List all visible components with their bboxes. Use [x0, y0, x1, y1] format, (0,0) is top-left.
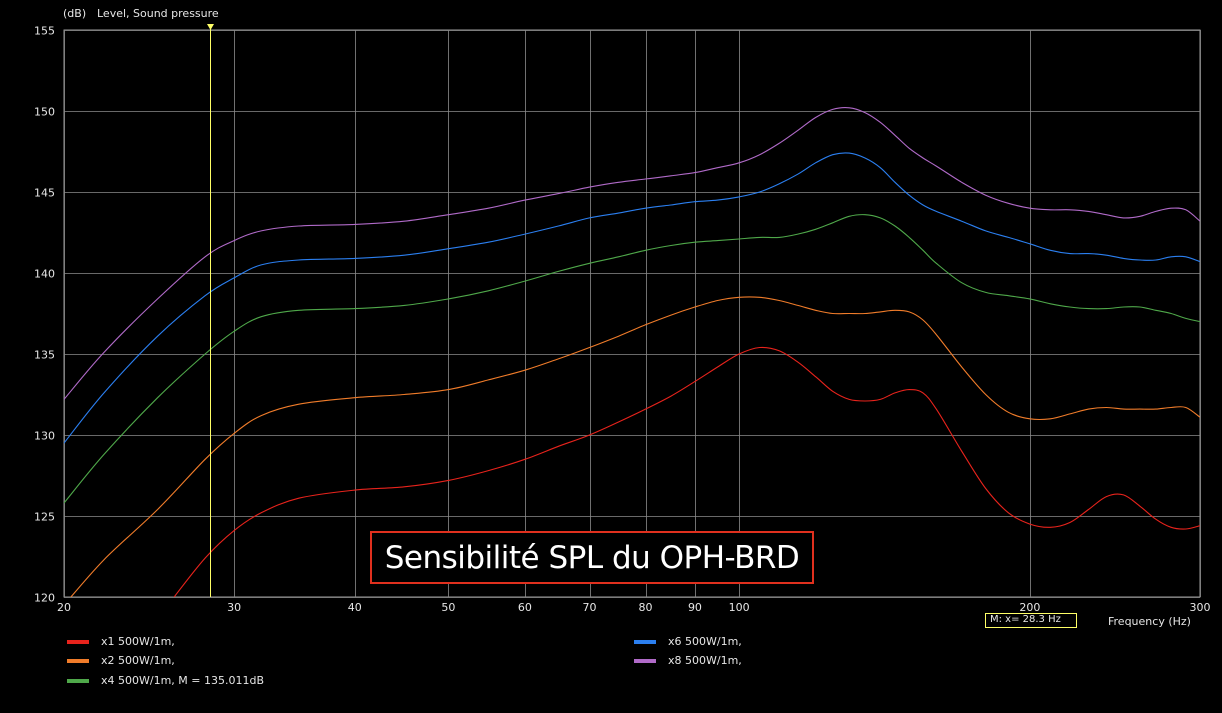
y-tick-label: 135	[34, 349, 55, 362]
y-tick-label: 125	[34, 511, 55, 524]
cursor-layer[interactable]	[207, 24, 214, 597]
plot-frame	[63, 29, 1201, 598]
cursor-readout[interactable]: M: x= 28.3 Hz	[985, 613, 1077, 628]
x-tick-label: 40	[348, 601, 362, 614]
y-tick-label: 145	[34, 187, 55, 200]
series-line-0	[173, 346, 1200, 597]
legend-label-x6: x6 500W/1m,	[668, 635, 742, 648]
x-tick-label: 60	[518, 601, 532, 614]
series-line-4	[64, 107, 1200, 400]
legend-item-x2[interactable]: x2 500W/1m,	[67, 654, 175, 667]
x-tick-label: 30	[227, 601, 241, 614]
legend-item-x6[interactable]: x6 500W/1m,	[634, 635, 742, 648]
legend-item-x1[interactable]: x1 500W/1m,	[67, 635, 175, 648]
x-axis-label: Frequency (Hz)	[1108, 615, 1191, 628]
y-tick-label: 140	[34, 268, 55, 281]
x-tick-label: 100	[729, 601, 750, 614]
x-tick-label: 50	[441, 601, 455, 614]
y-tick-label: 120	[34, 592, 55, 605]
x-tick-label: 20	[57, 601, 71, 614]
legend-item-x8[interactable]: x8 500W/1m,	[634, 654, 742, 667]
annotation-box: Sensibilité SPL du OPH-BRD	[370, 531, 814, 584]
x-tick-label: 200	[1019, 601, 1040, 614]
x-tick-label: 80	[639, 601, 653, 614]
legend-swatch-x1	[67, 639, 89, 644]
tick-layer: 120 125 130 135 140 145 150 155 20 30 40 50 60 70 80 90…	[34, 25, 1211, 615]
series-line-1	[70, 296, 1200, 597]
legend-swatch-x2	[67, 658, 89, 663]
cursor-readout-text: M: x= 28.3 Hz	[990, 614, 1061, 625]
cursor-marker-icon	[207, 24, 214, 30]
legend-label-x1: x1 500W/1m,	[101, 635, 175, 648]
series-line-2	[64, 214, 1200, 504]
legend-swatch-x4	[67, 678, 89, 683]
grid	[63, 29, 1201, 598]
chart-title: Level, Sound pressure	[97, 7, 219, 20]
x-tick-label: 90	[688, 601, 702, 614]
series-layer	[64, 107, 1200, 597]
y-tick-label: 130	[34, 430, 55, 443]
legend-label-x2: x2 500W/1m,	[101, 654, 175, 667]
x-tick-label: 300	[1190, 601, 1211, 614]
legend-label-x4: x4 500W/1m, M = 135.011dB	[101, 674, 265, 687]
legend-label-x8: x8 500W/1m,	[668, 654, 742, 667]
legend-swatch-x8	[634, 658, 656, 663]
series-line-3	[64, 152, 1200, 444]
y-tick-label: 150	[34, 106, 55, 119]
x-tick-label: 70	[583, 601, 597, 614]
y-axis-unit: (dB)	[63, 7, 86, 20]
y-tick-label: 155	[34, 25, 55, 38]
annotation-text: Sensibilité SPL du OPH-BRD	[384, 539, 800, 576]
legend-item-x4[interactable]: x4 500W/1m, M = 135.011dB	[67, 674, 264, 687]
legend-swatch-x6	[634, 639, 656, 644]
